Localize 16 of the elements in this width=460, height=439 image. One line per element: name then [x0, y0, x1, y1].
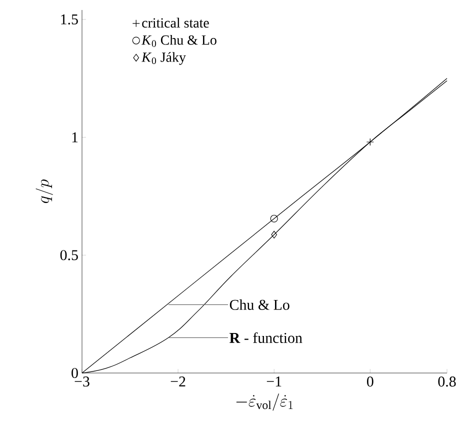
y-tick-label: 1 [72, 132, 78, 142]
x-tick-label: −1 [266, 376, 282, 386]
x-tick-label: 0.8 [438, 376, 456, 387]
x-tick-label: −3 [74, 376, 90, 387]
legend-label: K$_{0}$ Chu & Lo [141, 34, 216, 47]
legend-label: critical state [142, 18, 209, 28]
x-tick-label: −2 [170, 376, 186, 386]
y-tick-label: 0 [72, 368, 78, 378]
y-axis-title: $q/p$ [36, 180, 53, 204]
annotation: R - function [230, 332, 302, 343]
x-axis-title: $-\dot{\varepsilon}_\mathrm{vol}/\dot{\varepsilon}_1$ [236, 394, 293, 411]
y-tick-label: 1.5 [61, 14, 78, 24]
y-tick-label: 0.5 [60, 250, 78, 260]
x-tick-label: 0 [366, 376, 374, 387]
annotation: Chu & Lo [230, 299, 290, 310]
legend-label: K$_{0}$ Jáky [141, 52, 186, 65]
